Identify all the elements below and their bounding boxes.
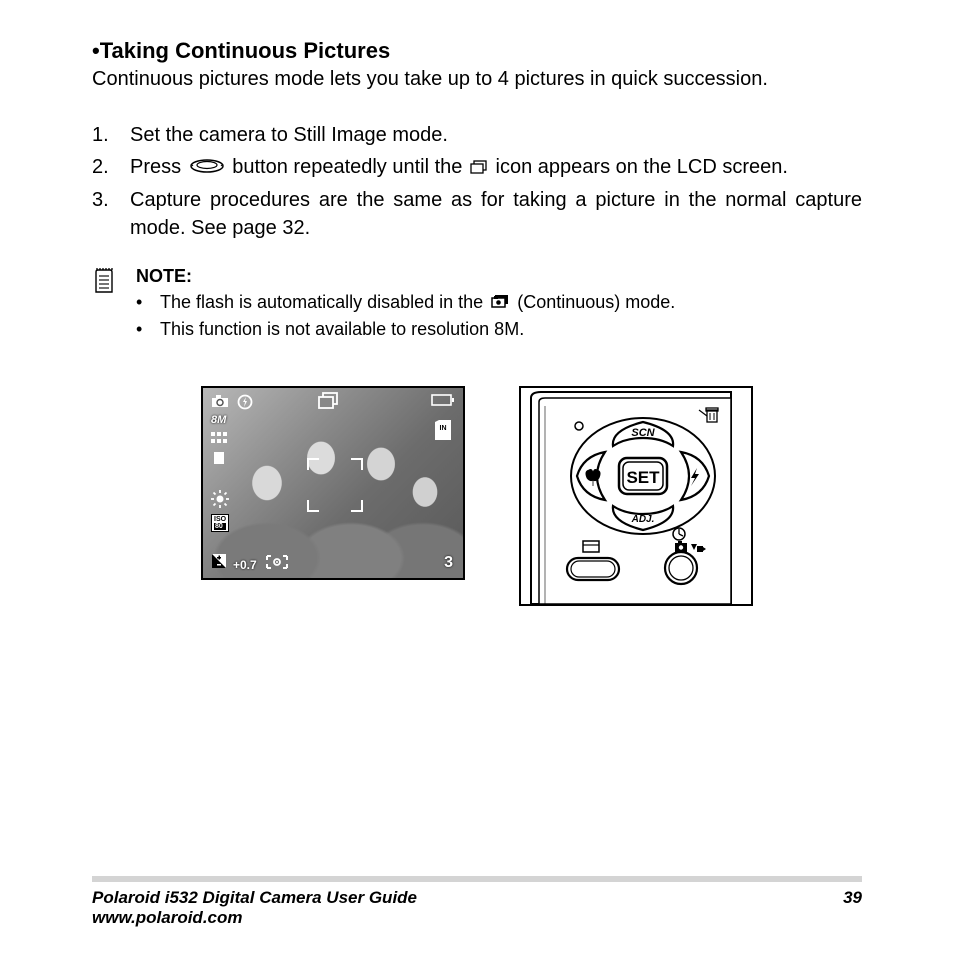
af-target-icon <box>265 554 289 573</box>
page-number: 39 <box>843 888 862 908</box>
svg-text:ADJ.: ADJ. <box>631 514 655 525</box>
note-block: NOTE: • The flash is automatically disab… <box>92 266 862 342</box>
page-content: •Taking Continuous Pictures Continuous p… <box>92 38 862 606</box>
svg-text:IN: IN <box>440 425 447 432</box>
focus-corner-icon <box>351 500 363 512</box>
step-2: 2. Press button repeatedly until the <box>92 153 862 182</box>
continuous-camera-icon <box>490 290 510 316</box>
step-text-after: icon appears on the LCD screen. <box>496 156 788 178</box>
bullet: • <box>92 38 100 63</box>
focus-corner-icon <box>307 458 319 470</box>
footer-title: Polaroid i532 Digital Camera User Guide <box>92 888 417 908</box>
camera-mode-icon <box>211 394 229 411</box>
iso-badge: ISO 80 <box>211 514 229 532</box>
note-bullets: • The flash is automatically disabled in… <box>136 289 862 342</box>
figures-row: 8M ISO 80 IN <box>92 386 862 606</box>
svg-text:SCN: SCN <box>631 427 655 439</box>
step-text-mid: button repeatedly until the <box>232 156 468 178</box>
section-heading: •Taking Continuous Pictures <box>92 38 862 64</box>
step-text: Press button repeatedly until the i <box>130 153 862 182</box>
continuous-mode-icon <box>470 154 488 182</box>
bullet: • <box>136 316 160 342</box>
note-item-2: • This function is not available to reso… <box>136 316 862 342</box>
page-footer: Polaroid i532 Digital Camera User Guide … <box>0 876 954 928</box>
note-text: This function is not available to resolu… <box>160 316 524 342</box>
step-text: Set the camera to Still Image mode. <box>130 121 862 149</box>
metering-icon <box>211 450 227 469</box>
white-balance-icon <box>211 490 229 511</box>
control-pad-figure: SET SCN ADJ. <box>519 386 753 606</box>
bullet: • <box>136 289 160 316</box>
battery-icon <box>431 394 455 409</box>
flash-mode-icon <box>237 394 253 413</box>
step-text-before: Press <box>130 156 187 178</box>
footer-bar <box>92 876 862 882</box>
step-1: 1. Set the camera to Still Image mode. <box>92 121 862 149</box>
step-3: 3. Capture procedures are the same as fo… <box>92 186 862 242</box>
note-text-before: The flash is automatically disabled in t… <box>160 292 488 312</box>
step-number: 3. <box>92 186 130 242</box>
steps-list: 1. Set the camera to Still Image mode. 2… <box>92 121 862 242</box>
intro-paragraph: Continuous pictures mode lets you take u… <box>92 66 862 93</box>
note-icon <box>92 266 136 342</box>
note-item-1: • The flash is automatically disabled in… <box>136 289 862 316</box>
memory-card-icon: IN <box>433 418 453 445</box>
note-label: NOTE: <box>136 266 862 287</box>
svg-text:SET: SET <box>626 468 660 487</box>
heading-text: Taking Continuous Pictures <box>100 38 391 63</box>
lcd-photo-background <box>203 388 463 578</box>
focus-corner-icon <box>307 500 319 512</box>
focus-corner-icon <box>351 458 363 470</box>
shutter-button-icon <box>189 154 225 182</box>
footer-url: www.polaroid.com <box>92 908 862 928</box>
continuous-indicator-icon <box>317 392 339 413</box>
quality-icon <box>211 432 227 447</box>
iso-value: 80 <box>214 523 226 530</box>
step-number: 2. <box>92 153 130 182</box>
step-text: Capture procedures are the same as for t… <box>130 186 862 242</box>
note-body: NOTE: • The flash is automatically disab… <box>136 266 862 342</box>
shot-count: 3 <box>444 554 453 572</box>
note-text: The flash is automatically disabled in t… <box>160 289 675 316</box>
iso-label: ISO <box>214 516 226 523</box>
note-text-after: (Continuous) mode. <box>517 292 675 312</box>
ev-value: +0.7 <box>233 558 257 572</box>
step-number: 1. <box>92 121 130 149</box>
resolution-label: 8M <box>211 414 226 426</box>
ev-icon <box>211 553 227 572</box>
lcd-screen-figure: 8M ISO 80 IN <box>201 386 465 580</box>
